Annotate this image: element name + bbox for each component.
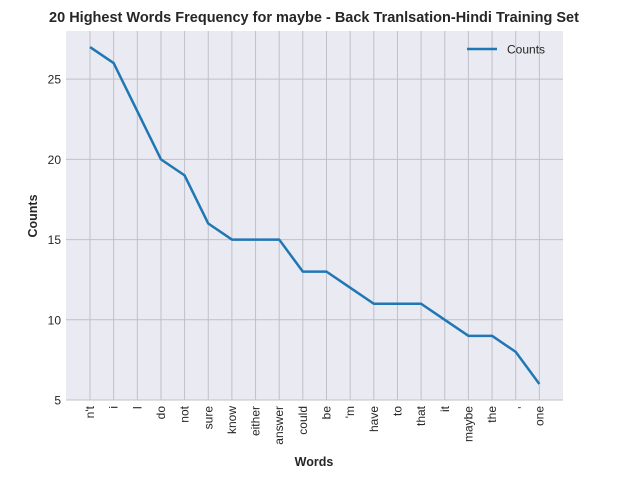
y-tick-label: 10 xyxy=(48,313,62,327)
x-tick-label: that xyxy=(414,405,428,426)
x-tick-label: be xyxy=(320,406,334,420)
x-tick-label: either xyxy=(249,406,263,436)
x-tick-label: n't xyxy=(83,405,97,418)
x-tick-label: do xyxy=(154,406,168,420)
plot-area xyxy=(66,31,563,400)
x-tick-label: maybe xyxy=(461,406,475,442)
y-tick-label: 25 xyxy=(48,73,62,87)
x-tick-label: answer xyxy=(272,406,286,445)
x-tick-label: to xyxy=(390,406,404,416)
x-tick-label: it xyxy=(438,405,452,412)
legend: Counts xyxy=(467,43,545,57)
x-tick-label: could xyxy=(296,406,310,435)
x-tick-label: i xyxy=(107,406,121,409)
x-tick-label: , xyxy=(509,406,523,409)
y-tick-label: 15 xyxy=(48,233,62,247)
series-lines xyxy=(89,46,541,385)
y-tick-label: 20 xyxy=(48,153,62,167)
x-tick-label: 'm xyxy=(343,406,357,418)
x-axis-label: Words xyxy=(295,455,334,469)
grid-lines xyxy=(66,31,563,401)
x-tick-label: know xyxy=(225,406,239,434)
chart-title: 20 Highest Words Frequency for maybe - B… xyxy=(49,10,579,26)
x-tick-label: sure xyxy=(201,406,215,430)
x-tick-label: the xyxy=(485,406,499,423)
legend-label: Counts xyxy=(507,43,545,57)
x-tick-label: I xyxy=(130,406,144,409)
y-axis-ticks: 5 10 15 20 25 xyxy=(48,73,62,408)
y-axis-label: Counts xyxy=(26,194,40,237)
y-tick-label: 5 xyxy=(54,394,61,408)
x-tick-label: have xyxy=(367,406,381,432)
x-tick-label: one xyxy=(532,406,546,426)
series-line xyxy=(89,46,541,385)
x-tick-label: not xyxy=(178,405,192,422)
